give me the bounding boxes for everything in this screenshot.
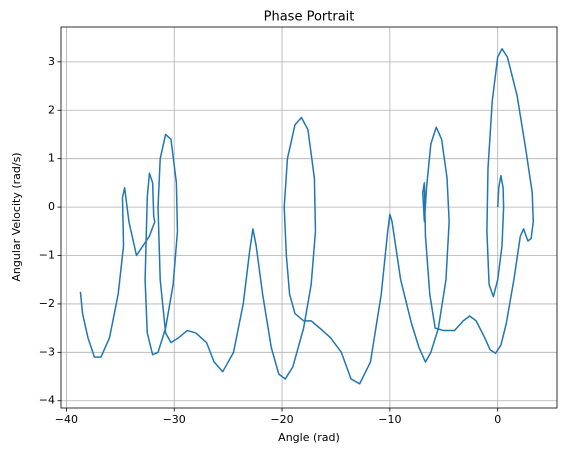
x-tick-label: −20: [270, 413, 293, 426]
y-tick-label: −1: [39, 249, 55, 262]
y-tick-label: −3: [39, 345, 55, 358]
chart-title: Phase Portrait: [264, 10, 355, 25]
y-tick-label: 3: [48, 55, 55, 68]
y-axis-label: Angular Velocity (rad/s): [10, 152, 23, 281]
y-tick-label: −2: [39, 297, 55, 310]
x-tick-label: 0: [494, 413, 501, 426]
x-tick-label: −40: [55, 413, 78, 426]
y-tick-label: 2: [48, 103, 55, 116]
x-axis-label: Angle (rad): [278, 431, 340, 444]
y-tick-label: 0: [48, 200, 55, 213]
y-tick-label: −4: [39, 394, 55, 407]
phase-line: [79, 48, 535, 385]
x-tick-label: −10: [378, 413, 401, 426]
x-tick-label: −30: [163, 413, 186, 426]
y-tick-label: 1: [48, 152, 55, 165]
plot-frame: [60, 26, 558, 409]
